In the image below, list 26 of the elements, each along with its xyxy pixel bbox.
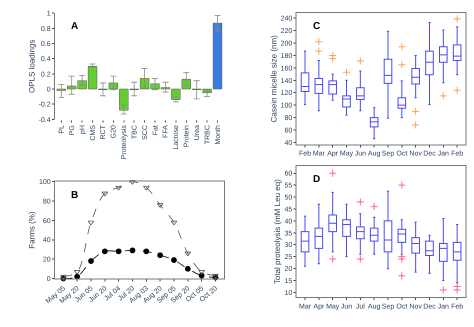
point xyxy=(143,186,150,190)
point xyxy=(184,266,191,272)
point xyxy=(115,186,122,190)
annotation: B xyxy=(71,190,78,201)
point xyxy=(184,252,192,256)
y-axis-title: Total proteolysis (mM Leu eq) xyxy=(273,178,282,284)
point xyxy=(143,248,150,254)
point xyxy=(129,180,136,185)
point xyxy=(102,248,108,254)
point xyxy=(116,248,122,254)
annotation: D xyxy=(313,174,320,185)
point xyxy=(102,192,108,196)
y-axis-title: Casein micelle size (nm) xyxy=(269,34,278,122)
point xyxy=(130,247,136,254)
y-axis-title: Farms (%) xyxy=(28,211,37,249)
point xyxy=(170,220,178,226)
y-axis-title: OPLS loadings xyxy=(27,40,36,93)
annotation: C xyxy=(313,21,320,32)
point xyxy=(74,270,80,275)
annotation: A xyxy=(71,21,78,32)
point xyxy=(88,220,94,226)
point xyxy=(198,270,205,275)
point xyxy=(156,203,164,208)
point xyxy=(88,258,94,264)
point xyxy=(171,257,177,263)
point xyxy=(157,252,164,258)
